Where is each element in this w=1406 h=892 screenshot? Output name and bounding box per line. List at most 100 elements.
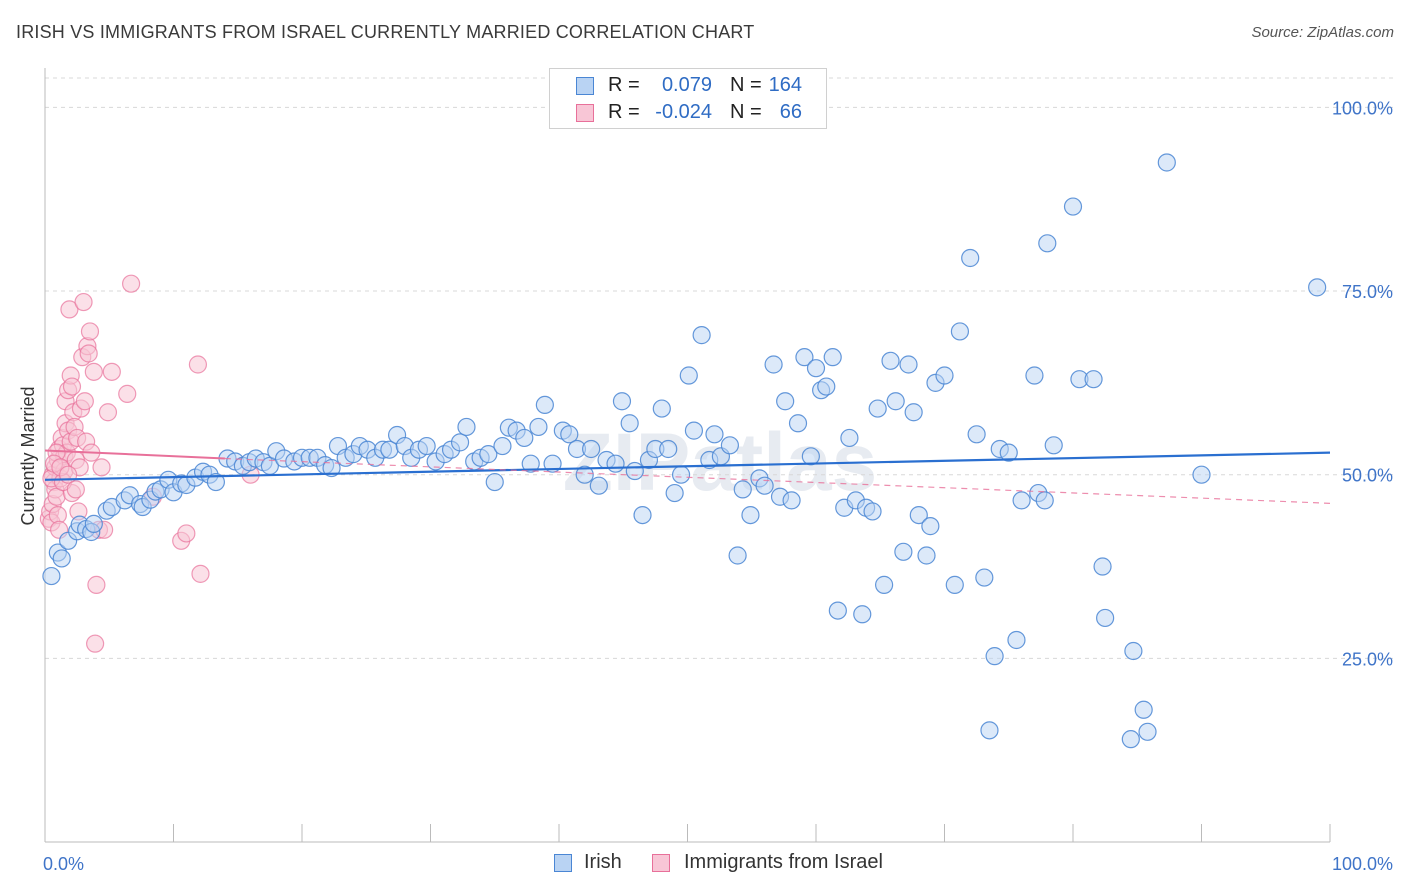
irish-point [806, 359, 826, 378]
irish-point [1157, 153, 1176, 172]
y-tick-label: 100.0% [1332, 98, 1393, 118]
israel-swatch [576, 104, 594, 122]
r-label: R = [608, 74, 640, 96]
irish-point [1093, 557, 1112, 576]
israel-point [79, 344, 98, 363]
irish-point [817, 377, 836, 396]
israel-point [92, 458, 111, 477]
irish-point [515, 428, 534, 448]
israel-point [74, 292, 93, 312]
irish-point [921, 517, 940, 536]
series-irish [42, 153, 1327, 749]
series-legend: Irish Immigrants from Israel [550, 851, 910, 877]
israel-trend-line [44, 449, 225, 460]
irish-point [1124, 641, 1143, 661]
irish-point [679, 366, 698, 385]
irish-point [1121, 730, 1140, 749]
irish-point [633, 505, 652, 525]
irish-point [985, 647, 1004, 666]
irish-point [625, 461, 644, 481]
irish-point [733, 480, 752, 499]
irish-point [741, 505, 760, 525]
y-axis-label: Currently Married [18, 386, 38, 525]
israel-point [191, 564, 210, 583]
x-tick-label: 0.0% [43, 854, 84, 874]
irish-point [788, 414, 808, 433]
irish-point [1038, 234, 1057, 253]
r-value: 0.079 [661, 74, 712, 96]
y-tick-label: 25.0% [1342, 649, 1393, 669]
irish-point [450, 433, 470, 452]
israel-point [118, 384, 137, 403]
irish-point [1192, 465, 1211, 484]
irish-point [917, 546, 936, 565]
source-label: Source: ZipAtlas.com [1251, 24, 1394, 41]
chart-title: IRISH VS IMMIGRANTS FROM ISRAEL CURRENTL… [16, 22, 755, 42]
irish-point [620, 414, 639, 433]
israel-point [102, 362, 121, 381]
irish-point [485, 472, 504, 492]
irish-point [1035, 491, 1054, 510]
irish-point [589, 476, 608, 495]
irish-point [950, 322, 970, 341]
irish-point [692, 326, 711, 345]
irish-point [868, 399, 887, 418]
irish-point [665, 483, 684, 503]
israel-point [84, 362, 103, 381]
irish-point [840, 428, 859, 448]
irish-point [560, 425, 579, 444]
israel-point [98, 403, 118, 422]
irish-point [1308, 278, 1327, 297]
irish-point [1134, 700, 1153, 719]
irish-point [886, 392, 905, 411]
y-tick-label: 50.0% [1342, 466, 1393, 486]
israel-point [66, 480, 85, 499]
x-tick-labels: 0.0% 100.0% [43, 854, 1393, 874]
irish-point [853, 605, 872, 624]
correlation-legend: R = 0.079 N = 164 R = -0.024 N = 66 [549, 68, 827, 129]
trend-lines [44, 449, 1331, 504]
irish-point [904, 403, 923, 422]
israel-point [80, 322, 100, 341]
irish-point [828, 601, 847, 620]
irish-point [764, 355, 783, 374]
irish-point [529, 417, 548, 437]
israel-trend-line-dashed [224, 457, 1331, 504]
irish-point [659, 439, 678, 459]
irish-point [782, 491, 801, 510]
israel-point [177, 524, 196, 543]
israel-point [121, 274, 141, 293]
irish-point [1063, 197, 1083, 216]
irish-point [493, 436, 512, 456]
irish-point [755, 476, 774, 495]
irish-point [894, 542, 913, 561]
y-tick-label: 75.0% [1342, 282, 1393, 302]
irish-point [1025, 366, 1044, 385]
israel-point [75, 392, 94, 411]
irish-point [322, 458, 341, 478]
israel-point [62, 377, 82, 396]
irish-point [909, 505, 928, 525]
irish-point [945, 575, 964, 594]
israel-point [87, 575, 106, 594]
irish-point [899, 355, 918, 374]
irish-point [417, 436, 436, 456]
irish-point [575, 465, 594, 484]
n-value: 164 [768, 74, 802, 96]
irish-point [1084, 370, 1103, 389]
irish-point [863, 502, 882, 521]
irish-point [720, 436, 740, 455]
irish-point [52, 549, 71, 568]
irish-swatch [576, 77, 594, 95]
legend-label-irish: Irish [584, 851, 622, 873]
irish-point [1096, 608, 1115, 628]
israel-point [86, 634, 105, 653]
x-tick-label: 100.0% [1332, 854, 1393, 874]
irish-point [671, 465, 691, 484]
r-label: R = [608, 101, 640, 123]
irish-point [42, 566, 61, 586]
israel-point [188, 355, 208, 374]
irish-point [652, 399, 671, 418]
irish-point [776, 392, 795, 411]
